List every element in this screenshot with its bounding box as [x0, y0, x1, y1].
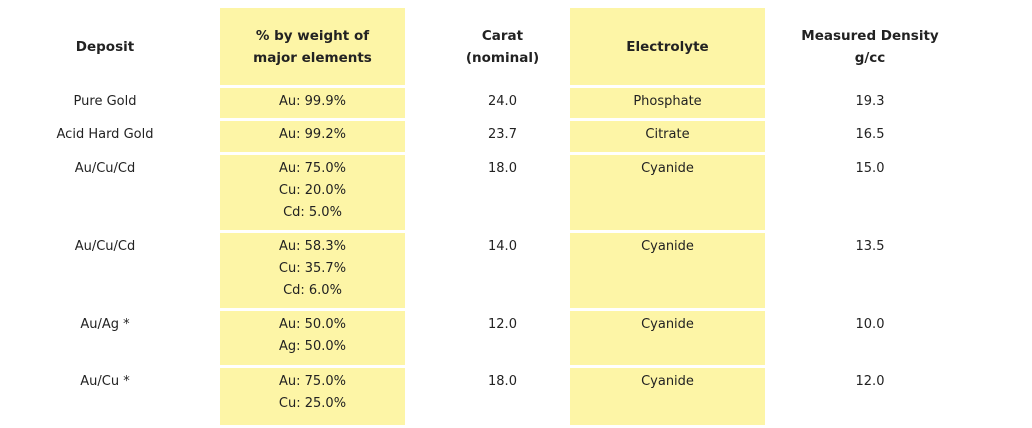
cell-text: 14.0	[488, 239, 517, 254]
cell-text: Au: 58.3%	[279, 239, 346, 254]
cell-text: Citrate	[645, 127, 690, 142]
cell-text: Cyanide	[641, 161, 694, 176]
table-cell: 13.5	[770, 233, 970, 308]
table-cell: Cyanide	[570, 155, 765, 230]
table-cell: 16.5	[770, 121, 970, 152]
table-cell: Au: 99.2%	[220, 121, 405, 152]
cell-text: Au/Cu/Cd	[74, 239, 136, 254]
table-cell: Au/Cu/Cd	[20, 233, 190, 308]
header-cell: Measured Density g/cc	[770, 8, 970, 85]
cell-text: Acid Hard Gold	[56, 127, 154, 142]
table-cell: 14.0	[430, 233, 575, 308]
cell-text: 24.0	[488, 94, 517, 109]
table-cell: 12.0	[430, 311, 575, 365]
cell-text: Au: 99.2%	[279, 127, 346, 142]
cell-text: Au/Ag *	[80, 317, 130, 332]
cell-text: Au: 50.0%	[279, 317, 346, 332]
table-cell: Phosphate	[570, 88, 765, 118]
cell-text: Au: 75.0%	[279, 161, 346, 176]
cell-text: 19.3	[855, 94, 885, 109]
table-cell: Au/Cu *	[20, 368, 190, 425]
table-cell: 10.0	[770, 311, 970, 365]
header-cell: Carat (nominal)	[430, 8, 575, 85]
table-cell: Cyanide	[570, 368, 765, 425]
cell-text: Cyanide	[641, 317, 694, 332]
cell-text: % by weight of	[255, 27, 370, 44]
table-cell: 15.0	[770, 155, 970, 230]
cell-text: Cd: 5.0%	[283, 205, 342, 220]
cell-text: Cu: 25.0%	[278, 396, 347, 411]
table-cell: Au/Cu/Cd	[20, 155, 190, 230]
table-cell: 24.0	[430, 88, 575, 118]
cell-text: 12.0	[855, 374, 885, 389]
table-cell: 19.3	[770, 88, 970, 118]
cell-text: Cyanide	[641, 374, 694, 389]
cell-text: Ag: 50.0%	[279, 339, 346, 354]
table-cell: 18.0	[430, 368, 575, 425]
cell-text: 15.0	[855, 161, 885, 176]
cell-text: Au/Cu *	[80, 374, 130, 389]
table-cell: Pure Gold	[20, 88, 190, 118]
table-cell: Cyanide	[570, 311, 765, 365]
cell-text: 10.0	[855, 317, 885, 332]
cell-text: Phosphate	[633, 94, 702, 109]
table-cell: 12.0	[770, 368, 970, 425]
cell-text: (nominal)	[465, 49, 540, 66]
cell-text: Cd: 6.0%	[283, 283, 342, 298]
cell-text: 16.5	[855, 127, 885, 142]
cell-text: 23.7	[488, 127, 517, 142]
table-cell: 18.0	[430, 155, 575, 230]
table-cell: Au: 50.0% Ag: 50.0%	[220, 311, 405, 365]
cell-text: Cyanide	[641, 239, 694, 254]
table-cell: Citrate	[570, 121, 765, 152]
cell-text: Measured Density	[801, 27, 939, 44]
cell-text: 12.0	[488, 317, 517, 332]
header-cell: Deposit	[20, 8, 190, 85]
table-cell: Au: 58.3% Cu: 35.7% Cd: 6.0%	[220, 233, 405, 308]
cell-text: Au/Cu/Cd	[74, 161, 136, 176]
cell-text: 18.0	[488, 161, 517, 176]
cell-text: Cu: 35.7%	[278, 261, 347, 276]
cell-text: Cu: 20.0%	[278, 183, 347, 198]
table-cell: 23.7	[430, 121, 575, 152]
header-cell: % by weight of major elements	[220, 8, 405, 85]
table-cell: Au/Ag *	[20, 311, 190, 365]
cell-text: Pure Gold	[73, 94, 137, 109]
header-cell: Electrolyte	[570, 8, 765, 85]
cell-text: 18.0	[488, 374, 517, 389]
table-cell: Au: 75.0% Cu: 25.0%	[220, 368, 405, 425]
cell-text: g/cc	[854, 49, 886, 66]
table-cell: Cyanide	[570, 233, 765, 308]
cell-text: Au: 99.9%	[279, 94, 346, 109]
table-cell: Au: 99.9%	[220, 88, 405, 118]
table-cell: Au: 75.0% Cu: 20.0% Cd: 5.0%	[220, 155, 405, 230]
cell-text: major elements	[253, 49, 372, 66]
cell-text: Carat	[481, 27, 524, 44]
cell-text: Au: 75.0%	[279, 374, 346, 389]
cell-text: Deposit	[75, 38, 135, 55]
cell-text: 13.5	[855, 239, 885, 254]
cell-text: Electrolyte	[626, 38, 709, 55]
table-cell: Acid Hard Gold	[20, 121, 190, 152]
